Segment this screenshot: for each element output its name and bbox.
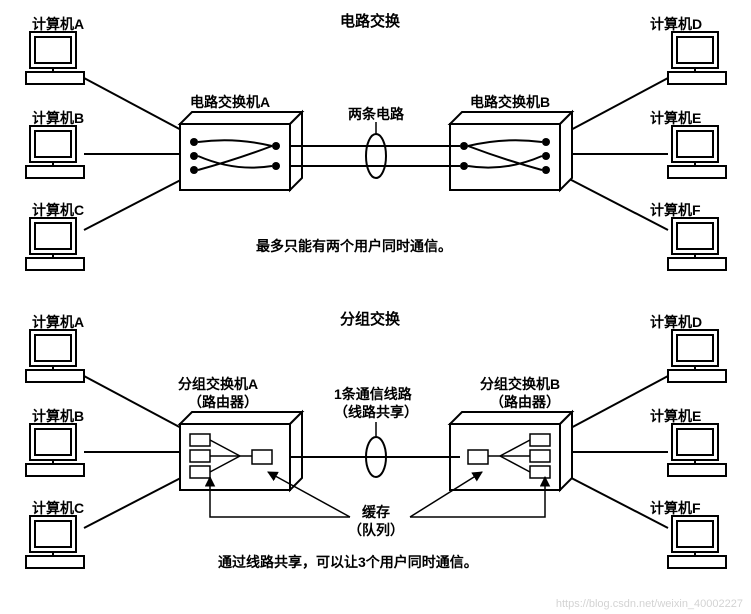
computer-icon — [26, 126, 84, 178]
d2-svg — [0, 302, 751, 602]
computer-icon — [26, 424, 84, 476]
circuit-switching-diagram: 电路交换 计算机A 计算机B 计算机C 计算机D 计算机E 计算机F 电路交换机… — [0, 0, 751, 295]
d1-svg — [0, 0, 751, 295]
computer-icon — [668, 330, 726, 382]
computer-icon — [668, 218, 726, 270]
computer-icon — [26, 516, 84, 568]
computer-icon — [26, 32, 84, 84]
computer-icon — [668, 32, 726, 84]
computer-icon — [26, 330, 84, 382]
packet-switching-diagram: 分组交换 计算机A 计算机B 计算机C 计算机D 计算机E 计算机F 分组交换机… — [0, 302, 751, 602]
watermark: https://blog.csdn.net/weixin_40002227 — [556, 598, 743, 610]
packet-switch-a — [180, 412, 302, 490]
computer-icon — [26, 218, 84, 270]
computer-icon — [668, 424, 726, 476]
circuit-switch-a — [180, 112, 302, 190]
packet-switch-b — [450, 412, 572, 490]
circuit-switch-b — [450, 112, 572, 190]
computer-icon — [668, 126, 726, 178]
computer-icon — [668, 516, 726, 568]
